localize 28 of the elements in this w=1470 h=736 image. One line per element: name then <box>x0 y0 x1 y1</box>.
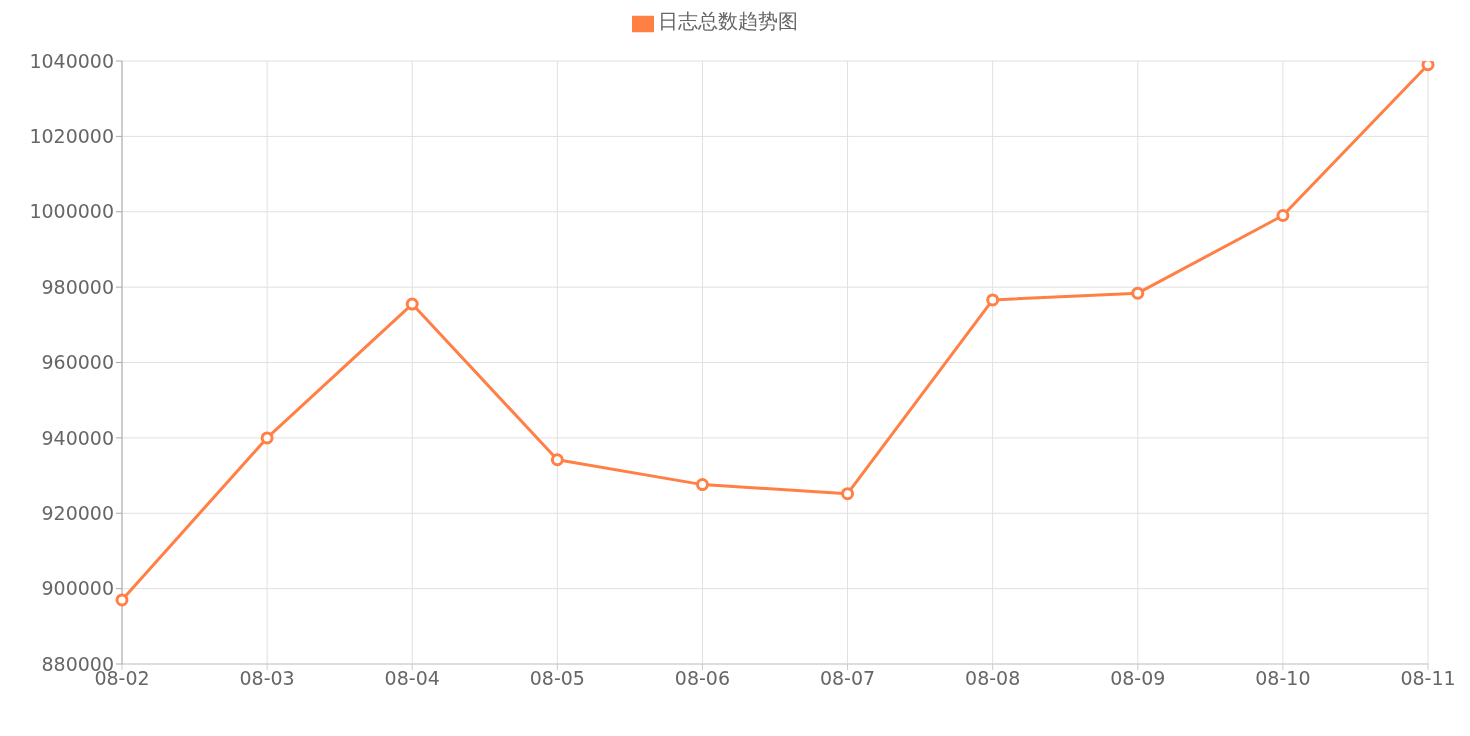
point <box>986 293 1000 307</box>
x-tick-label: 08-10 <box>1255 667 1311 690</box>
point <box>260 431 274 445</box>
point <box>115 593 129 607</box>
y-tick-label: 940000 <box>41 426 114 449</box>
point <box>841 487 855 501</box>
x-tick-label: 08-05 <box>529 667 585 690</box>
legend-label: 日志总数趋势图 <box>658 9 798 33</box>
point <box>1421 61 1435 72</box>
x-tick-label: 08-09 <box>1110 667 1166 690</box>
x-tick-label: 08-03 <box>239 667 295 690</box>
y-tick-label: 920000 <box>41 501 114 524</box>
y-tick-label: 1000000 <box>29 200 114 223</box>
point <box>1131 286 1145 300</box>
y-tick-label: 960000 <box>41 351 114 374</box>
point <box>695 478 709 492</box>
y-tick-label: 1020000 <box>29 125 114 148</box>
x-tick-label: 08-04 <box>384 667 440 690</box>
point <box>1276 209 1290 223</box>
x-tick-label: 08-08 <box>965 667 1021 690</box>
x-tick-label: 08-11 <box>1400 667 1456 690</box>
y-tick-label: 900000 <box>41 577 114 600</box>
point <box>405 297 419 311</box>
y-tick-label: 1040000 <box>29 49 114 72</box>
x-tick-label: 08-07 <box>819 667 876 690</box>
x-tick-label: 08-06 <box>674 667 731 690</box>
point <box>550 453 564 467</box>
y-tick-label: 980000 <box>41 275 114 298</box>
